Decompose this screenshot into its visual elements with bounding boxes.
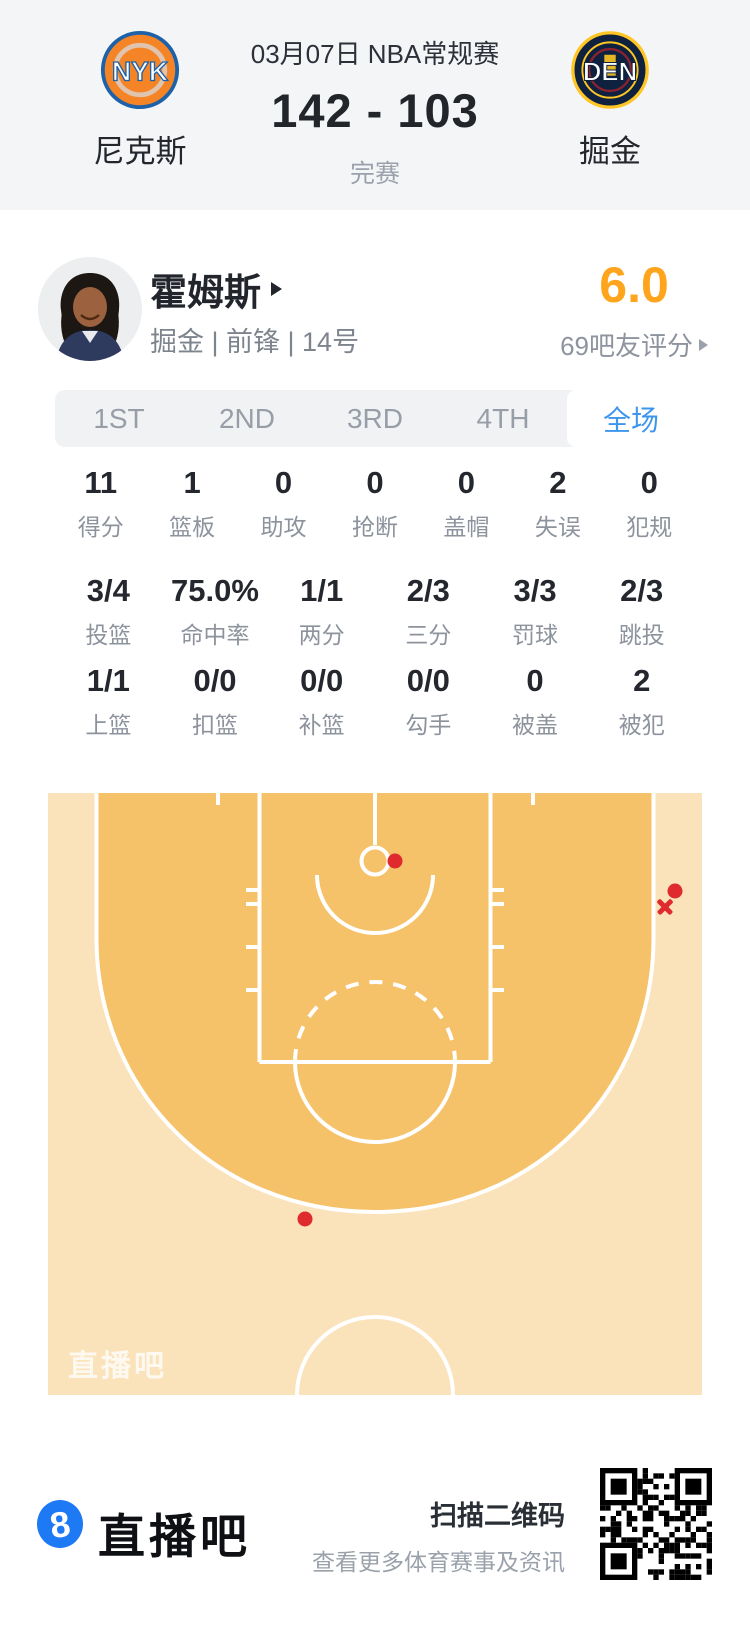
tab-2nd[interactable]: 2ND — [218, 402, 275, 434]
tab-4th[interactable]: 4TH — [476, 402, 530, 434]
away-team-name: 掘金 — [579, 134, 641, 169]
stat-cell: 3/4 投篮 — [85, 573, 132, 649]
tab-full-game[interactable]: 全场 — [567, 390, 695, 447]
final-score: 142 - 103 — [271, 84, 479, 137]
rating-note-label: 69吧友评分 — [560, 331, 693, 361]
stat-cell: 0 犯规 — [626, 465, 673, 541]
qr-code-image — [600, 1468, 712, 1580]
stat-cell: 1 篮板 — [169, 465, 216, 541]
player-avatar[interactable] — [38, 257, 142, 361]
rating-note: 69吧友评分 — [560, 326, 708, 363]
stat-cell: 0 盖帽 — [443, 465, 490, 541]
made-shot-marker — [297, 1211, 313, 1227]
rating-value: 6.0 — [599, 257, 669, 313]
stat-cell: 2/3 三分 — [405, 573, 452, 649]
tab-3rd[interactable]: 3RD — [346, 402, 403, 434]
stat-cell: 0 抢断 — [351, 465, 398, 541]
away-team-logo-icon: DEN — [571, 31, 649, 109]
court-watermark: 直播吧 — [68, 1350, 167, 1383]
home-team-name: 尼克斯 — [93, 134, 187, 169]
court-lines — [48, 793, 702, 1395]
player-portrait-image — [38, 257, 142, 361]
stat-cell: 75.0% 命中率 — [171, 573, 259, 649]
qr-caption: 扫描二维码 查看更多体育赛事及资讯 — [312, 1494, 565, 1577]
period-tabbar: 1ST 2ND 3RD 4TH 全场 — [55, 390, 695, 447]
stats-row-basic: 11 得分 1 篮板 0 助攻 0 抢断 0 盖帽 2 失误 0 犯规 — [55, 465, 695, 542]
stat-cell: 2 失误 — [534, 465, 581, 541]
missed-shot-marker — [656, 897, 675, 916]
qr-title: 扫描二维码 — [430, 1501, 565, 1531]
player-rating[interactable]: 6.0 69吧友评分 — [560, 260, 708, 363]
qr-code — [600, 1468, 712, 1580]
player-meta: 掘金 | 前锋 | 14号 — [150, 327, 360, 357]
stat-cell: 1/1 上篮 — [85, 663, 132, 739]
brand-name: 直播吧 — [98, 1510, 251, 1563]
qr-subtitle: 查看更多体育赛事及资讯 — [312, 1549, 565, 1575]
rating-arrow-icon — [699, 338, 708, 351]
competition-title: 03月07日 NBA常规赛 — [250, 39, 500, 69]
stat-cell: 0 被盖 — [512, 663, 559, 739]
made-shot-marker — [667, 883, 683, 899]
stat-cell: 0/0 补篮 — [298, 663, 345, 739]
made-shot-marker — [387, 853, 403, 869]
home-team-logo-icon: NYK — [100, 30, 180, 110]
stat-cell: 2/3 跳投 — [618, 573, 665, 649]
match-header: NYK 尼克斯 03月07日 NBA常规赛 142 - 103 完赛 DEN 掘… — [0, 0, 750, 210]
away-team[interactable]: DEN 掘金 — [525, 30, 695, 171]
match-status: 完赛 — [349, 160, 400, 188]
player-name-link[interactable]: 霍姆斯 — [150, 262, 282, 316]
player-name: 霍姆斯 — [150, 272, 261, 313]
stat-cell: 0 助攻 — [260, 465, 307, 541]
stats-row-shot-types: 1/1 上篮 0/0 扣篮 0/0 补篮 0/0 勾手 0 被盖 2 被犯 — [55, 663, 695, 740]
stat-cell: 3/3 罚球 — [512, 573, 559, 649]
tab-1st[interactable]: 1ST — [93, 402, 145, 434]
home-team-abbr: NYK — [112, 56, 168, 86]
home-team[interactable]: NYK 尼克斯 — [55, 30, 225, 171]
player-detail-arrow-icon — [271, 282, 282, 296]
brand-logo-icon: 8 — [37, 1500, 83, 1548]
away-team-abbr: DEN — [583, 58, 637, 86]
player-stats-card: 霍姆斯 掘金 | 前锋 | 14号 6.0 69吧友评分 1ST 2ND 3RD… — [0, 210, 750, 1629]
shot-chart-court: 直播吧 — [48, 793, 702, 1395]
stat-cell: 0/0 扣篮 — [192, 663, 238, 739]
stat-cell: 1/1 两分 — [298, 573, 345, 649]
stats-row-shooting: 3/4 投篮 75.0% 命中率 1/1 两分 2/3 三分 3/3 罚球 2/3 跳投 — [55, 573, 695, 650]
match-summary: 03月07日 NBA常规赛 142 - 103 完赛 — [190, 34, 560, 190]
stat-cell: 11 得分 — [77, 465, 124, 541]
stat-cell: 0/0 勾手 — [405, 663, 452, 739]
stat-cell: 2 被犯 — [618, 663, 665, 739]
